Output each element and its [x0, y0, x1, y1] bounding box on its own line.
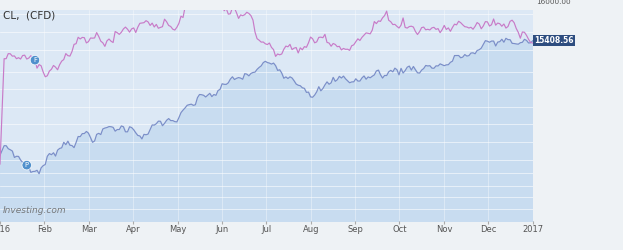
Text: 16000.00: 16000.00: [536, 0, 571, 5]
Text: Investing.com: Investing.com: [2, 206, 66, 215]
Text: P: P: [25, 162, 29, 168]
Text: 15408.56: 15408.56: [535, 36, 574, 45]
Text: CL,  (CFD): CL, (CFD): [3, 10, 55, 20]
Text: F: F: [33, 57, 37, 63]
